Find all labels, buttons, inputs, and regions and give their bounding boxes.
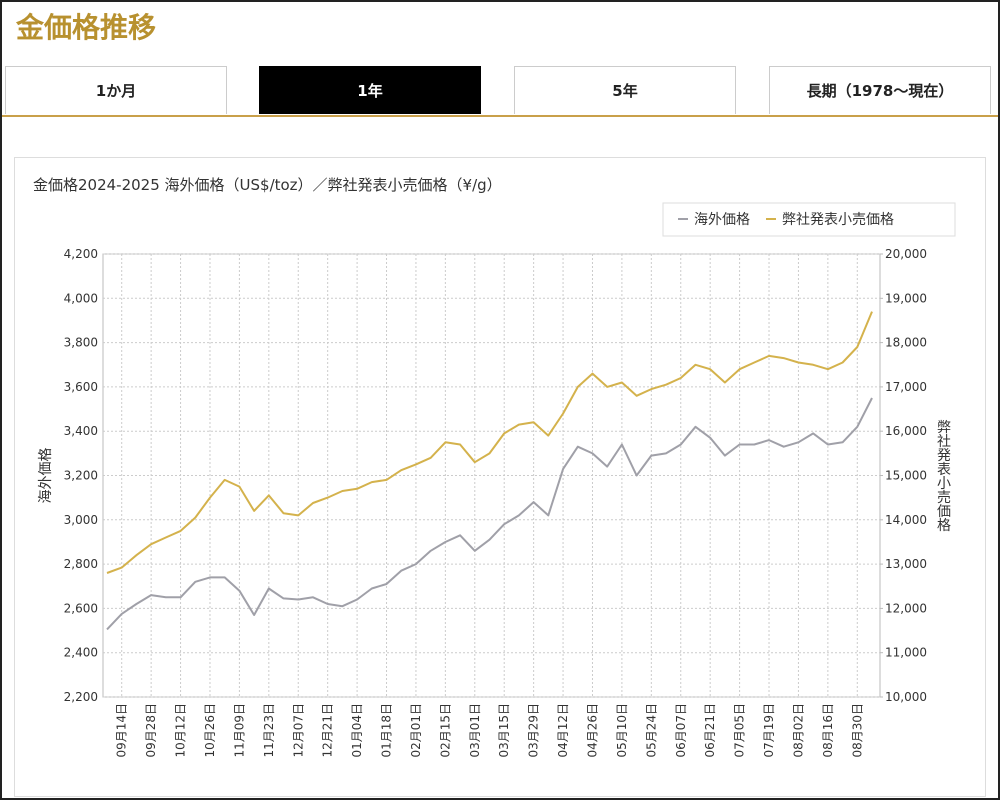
y2-tick-label: 10,000 xyxy=(885,690,927,704)
x-tick-label: 05月24日 xyxy=(644,703,658,758)
x-tick-label: 06月07日 xyxy=(674,703,688,758)
y2-tick-label: 11,000 xyxy=(885,646,927,660)
y-tick-label: 4,200 xyxy=(64,247,98,261)
y2-tick-label: 12,000 xyxy=(885,601,927,615)
y-tick-label: 3,600 xyxy=(64,380,98,394)
x-tick-label: 03月29日 xyxy=(527,703,541,758)
x-tick-label: 11月23日 xyxy=(262,703,276,758)
y2-tick-label: 18,000 xyxy=(885,336,927,350)
x-tick-label: 08月16日 xyxy=(821,703,835,758)
chart-title: 金価格2024-2025 海外価格（US$/toz）／弊社発表小売価格（¥/g） xyxy=(33,176,502,194)
x-tick-label: 09月14日 xyxy=(115,703,129,758)
x-tick-label: 01月18日 xyxy=(380,703,394,758)
x-tick-label: 11月09日 xyxy=(232,703,246,758)
x-tick-label: 04月26日 xyxy=(585,703,599,758)
y2-axis-label: 弊社発表小売価格 xyxy=(935,420,951,532)
y-tick-label: 2,400 xyxy=(64,646,98,660)
y-tick-label: 2,800 xyxy=(64,557,98,571)
y2-tick-label: 16,000 xyxy=(885,424,927,438)
x-tick-label: 12月07日 xyxy=(291,703,305,758)
y-tick-label: 2,600 xyxy=(64,601,98,615)
tab[interactable]: 1年 xyxy=(259,66,481,114)
tab[interactable]: 5年 xyxy=(514,66,736,114)
y-tick-label: 3,800 xyxy=(64,336,98,350)
page-title: 金価格推移 xyxy=(16,11,157,44)
line xyxy=(106,397,873,631)
x-tick-label: 06月21日 xyxy=(703,703,717,758)
y-tick-label: 3,200 xyxy=(64,469,98,483)
x-tick-label: 12月21日 xyxy=(321,703,335,758)
x-tick-label: 08月02日 xyxy=(791,703,805,758)
x-tick-label: 10月12日 xyxy=(174,703,188,758)
x-tick-label: 10月26日 xyxy=(203,703,217,758)
y-tick-label: 2,200 xyxy=(64,690,98,704)
x-tick-label: 08月30日 xyxy=(850,703,864,758)
x-tick-label: 03月01日 xyxy=(468,703,482,758)
x-tick-label: 03月15日 xyxy=(497,703,511,758)
y2-tick-label: 17,000 xyxy=(885,380,927,394)
x-tick-label: 04月12日 xyxy=(556,703,570,758)
y2-tick-label: 20,000 xyxy=(885,247,927,261)
x-tick-label: 07月05日 xyxy=(733,703,747,758)
tab[interactable]: 長期（1978〜現在） xyxy=(769,66,991,114)
tab-underline xyxy=(2,115,998,117)
y2-tick-label: 15,000 xyxy=(885,469,927,483)
y-tick-label: 3,000 xyxy=(64,513,98,527)
y-axis-label: 海外価格 xyxy=(38,448,54,504)
line xyxy=(106,311,873,574)
legend-label: 海外価格 xyxy=(694,212,750,228)
legend-box xyxy=(662,202,956,237)
x-tick-label: 02月15日 xyxy=(438,703,452,758)
x-tick-label: 05月10日 xyxy=(615,703,629,758)
y2-tick-label: 14,000 xyxy=(885,513,927,527)
y-tick-label: 4,000 xyxy=(64,291,98,305)
x-tick-label: 09月28日 xyxy=(144,703,158,758)
x-tick-label: 01月04日 xyxy=(350,703,364,758)
y-tick-label: 3,400 xyxy=(64,424,98,438)
tab[interactable]: 1か月 xyxy=(5,66,227,114)
x-tick-label: 07月19日 xyxy=(762,703,776,758)
y2-tick-label: 13,000 xyxy=(885,557,927,571)
legend-label: 弊社発表小売価格 xyxy=(782,212,894,228)
x-tick-label: 02月01日 xyxy=(409,703,423,758)
chart-panel xyxy=(14,157,986,797)
y2-tick-label: 19,000 xyxy=(885,291,927,305)
